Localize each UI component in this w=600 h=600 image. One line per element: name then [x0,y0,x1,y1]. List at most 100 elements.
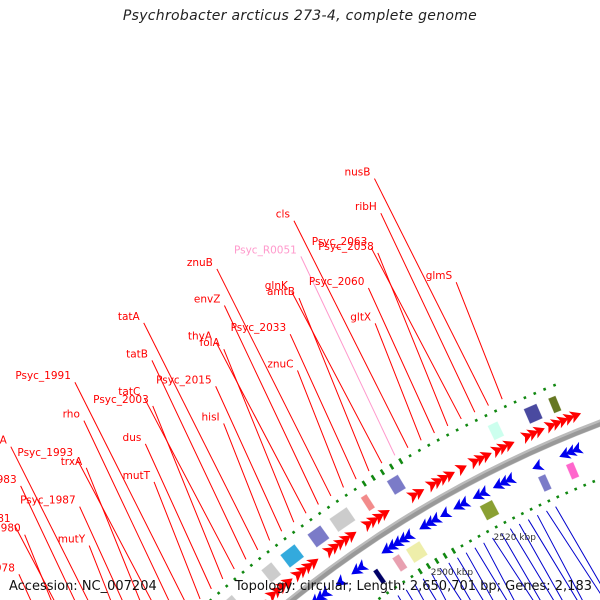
gene-label-forward[interactable]: rho [63,409,80,421]
forward-cog-feature [260,561,282,584]
leader-line [455,281,503,400]
leader-line [151,360,247,560]
gene-label-forward[interactable]: znuC [267,358,293,370]
reverse-gene [532,458,545,471]
gene-label-forward[interactable]: glmS [426,270,453,282]
reverse-gene [381,542,394,554]
gene-label-forward[interactable]: Psyc_2003 [93,394,149,406]
gene-label-forward[interactable]: mutY [58,534,86,546]
gene-labels: Psyc_1921psdpstSpstCpstAPsyc_1936Psyc_19… [0,167,453,575]
leader-line [527,519,578,600]
gene-label-forward[interactable]: cls [276,209,290,221]
reverse-tick [547,499,551,503]
forward-tick [353,487,357,492]
leader-line [300,256,396,456]
gene-label-forward[interactable]: Psyc_1980 [0,523,21,535]
gene-label-forward[interactable]: znuB [187,257,213,269]
forward-gene [562,414,575,426]
ruler-ticks [208,383,596,600]
gene-label-forward[interactable]: Psyc_1987 [20,495,76,507]
gene-label-forward[interactable]: glnK [265,280,289,292]
leader-line [370,247,462,420]
reverse-gene [559,446,572,459]
leader-line [518,523,563,600]
forward-tick [224,584,229,588]
gene-label-forward[interactable]: envZ [194,294,221,306]
reverse-cog-feature [372,568,387,585]
forward-tick [408,453,412,458]
forward-tick [317,511,322,516]
reverse-cog-feature [405,540,429,564]
gene-label-forward[interactable]: rbgA [0,435,8,447]
forward-gene [280,578,293,591]
forward-tick [309,517,313,522]
leader-line [483,542,515,600]
gene-label-forward[interactable]: Psyc_1993 [17,447,73,459]
reverse-tick [592,479,596,484]
forward-gene [264,591,277,600]
gene-label-forward[interactable]: mutT [123,470,151,482]
reverse-tick [573,487,578,491]
leader-line [14,524,55,600]
label-leader-lines [0,178,600,600]
leader-line [0,596,47,600]
reverse-cog-feature [391,553,408,573]
feature-tracks [215,395,584,600]
reverse-tick [529,507,533,512]
forward-gene [543,421,556,434]
leader-line [74,382,185,600]
reverse-tick [503,520,507,525]
forward-gene [306,558,319,571]
forward-tick [523,395,527,400]
forward-tick [335,499,340,504]
leader-line [24,534,52,600]
reverse-gene [315,589,328,600]
leader-line [555,506,600,585]
gene-label-forward[interactable]: Psyc_1978 [0,562,15,574]
gene-label-forward[interactable]: amtB [267,286,295,298]
gene-label-forward[interactable]: tatA [118,311,141,323]
gene-label-forward[interactable]: Psyc_1983 [0,474,17,486]
gene-label-forward[interactable]: Psyc_2033 [231,322,287,334]
gene-label-forward[interactable]: gltX [350,311,371,323]
gene-label-forward[interactable]: tatB [126,348,148,360]
gene-label-forward[interactable]: Psyc_1981 [0,513,11,525]
leader-line [144,443,212,590]
gene-label-forward[interactable]: ribH [355,201,377,213]
gene-label-forward[interactable]: dus [123,432,142,444]
reverse-tick [485,529,490,534]
forward-gene [502,440,515,453]
forward-tick [474,418,479,423]
gene-label-forward[interactable]: tatC [118,386,140,398]
forward-tick [426,443,431,447]
forward-tick [300,524,305,528]
forward-cog-feature [523,403,544,425]
forward-gene [568,411,582,424]
forward-gene [473,455,486,467]
gene-label-forward[interactable]: trxA [61,456,83,468]
gene-label-forward[interactable]: hisI [202,411,220,423]
forward-tick [241,570,245,574]
gene-label-forward[interactable]: Psyc_2063 [312,236,368,248]
forward-gene [479,452,492,464]
leader-line [500,533,541,600]
forward-tick [533,391,537,396]
gene-label-forward[interactable]: folA [200,337,221,349]
forward-tick [274,543,279,548]
gene-label-forward[interactable]: thyA [188,330,213,342]
gene-label-forward[interactable]: Psyc_R0051 [234,244,297,256]
gene-label-forward[interactable]: Psyc_2015 [156,374,212,386]
leader-line [374,323,422,441]
reverse-gene [458,495,472,507]
backbone-circle [289,422,600,600]
gene-label-forward[interactable]: Psyc_2060 [309,276,365,288]
reverse-cog-feature [479,499,500,521]
gene-label-forward[interactable]: Psyc_2058 [318,241,374,253]
reverse-tick [582,483,587,487]
forward-cog-feature [328,506,357,533]
reverse-gene [335,574,349,586]
gene-label-forward[interactable]: Psyc_1991 [15,370,71,382]
gene-label-forward[interactable]: nusB [344,167,370,179]
leader-line [465,552,494,600]
